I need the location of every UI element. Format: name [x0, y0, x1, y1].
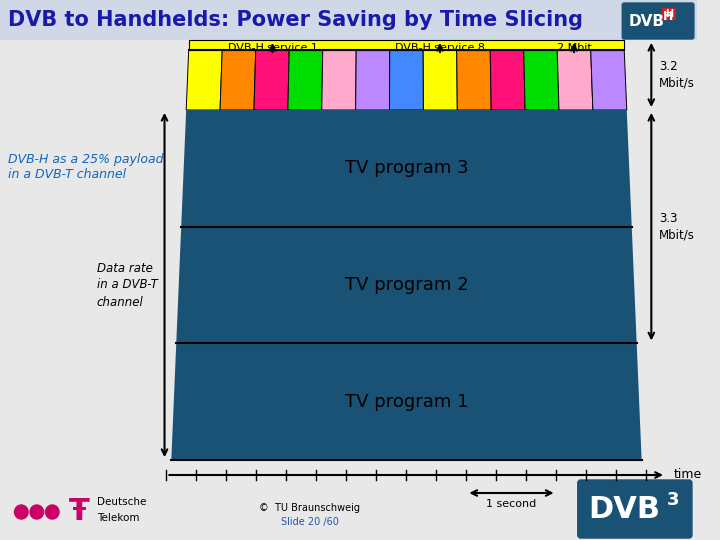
Polygon shape [423, 50, 457, 110]
Polygon shape [490, 50, 525, 110]
Bar [0, 0, 697, 40]
Polygon shape [590, 50, 627, 110]
Text: DVB: DVB [588, 495, 660, 523]
Polygon shape [220, 50, 256, 110]
Circle shape [45, 505, 59, 519]
Text: TV program 1: TV program 1 [345, 393, 468, 410]
Text: 1 second: 1 second [486, 499, 536, 509]
Text: ©  TU Braunschweig: © TU Braunschweig [259, 503, 360, 513]
Polygon shape [176, 227, 636, 343]
Polygon shape [254, 50, 289, 110]
Text: Telekom: Telekom [96, 513, 139, 523]
Polygon shape [288, 50, 323, 110]
Text: DVB-H service 1: DVB-H service 1 [228, 43, 318, 53]
Circle shape [30, 505, 43, 519]
Text: in a DVB-T channel: in a DVB-T channel [8, 167, 126, 180]
Text: 2 Mbit: 2 Mbit [557, 43, 591, 53]
Polygon shape [523, 50, 559, 110]
Polygon shape [390, 50, 423, 110]
FancyBboxPatch shape [577, 480, 692, 538]
Text: 3: 3 [666, 491, 679, 509]
Text: Slide 20 /60: Slide 20 /60 [281, 517, 338, 527]
Text: Deutsche: Deutsche [96, 497, 146, 507]
Text: 3.3
Mbit/s: 3.3 Mbit/s [659, 212, 695, 241]
Circle shape [14, 505, 28, 519]
Text: H: H [665, 9, 672, 19]
Text: DVB to Handhelds: Power Saving by Time Slicing: DVB to Handhelds: Power Saving by Time S… [8, 10, 582, 30]
Bar [662, 8, 675, 20]
Text: DVB-H service 8: DVB-H service 8 [395, 43, 485, 53]
Bar [73, 507, 86, 510]
Polygon shape [171, 343, 642, 460]
Text: time: time [674, 469, 702, 482]
Text: T: T [69, 497, 90, 526]
Text: DVB-H as a 25% payload: DVB-H as a 25% payload [8, 153, 163, 166]
Polygon shape [456, 50, 491, 110]
Text: TV program 2: TV program 2 [345, 276, 468, 294]
Polygon shape [356, 50, 390, 110]
Text: Data rate
in a DVB-T
channel: Data rate in a DVB-T channel [96, 261, 158, 308]
Text: TV program 3: TV program 3 [345, 159, 468, 177]
Polygon shape [181, 110, 631, 227]
Polygon shape [322, 50, 356, 110]
Text: 3.2
Mbit/s: 3.2 Mbit/s [659, 60, 695, 90]
Polygon shape [189, 40, 624, 50]
Text: H: H [662, 10, 673, 23]
Text: DVB: DVB [629, 14, 665, 29]
Polygon shape [186, 50, 222, 110]
Polygon shape [557, 50, 593, 110]
FancyBboxPatch shape [622, 3, 694, 39]
